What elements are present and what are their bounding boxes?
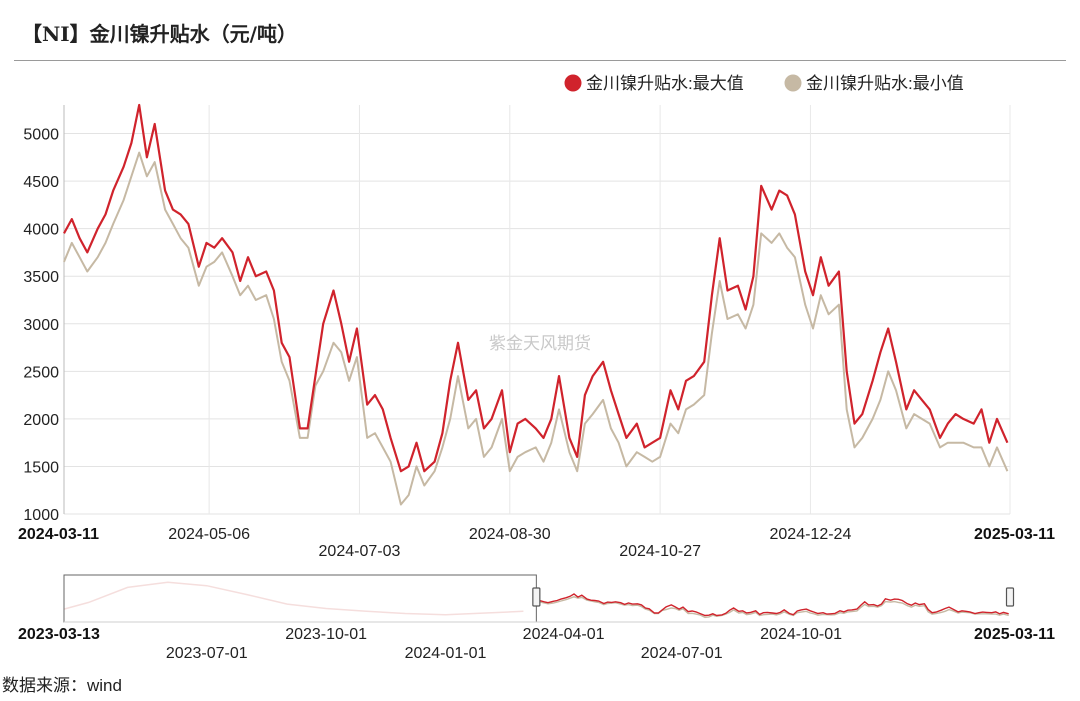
series-line-min xyxy=(63,151,1009,506)
navigator-series-max xyxy=(536,593,1009,617)
x-tick-label: 2025-03-11 xyxy=(974,526,1055,543)
legend-item-max[interactable]: 金川镍升贴水:最大值 xyxy=(564,74,744,93)
navigator-tick-label: 2023-10-01 xyxy=(285,626,367,643)
y-tick-label: 1000 xyxy=(23,507,59,524)
x-axis: 2024-03-11 2024-05-06 2024-07-03 2024-08-30… xyxy=(18,526,1055,560)
navigator-tick-label: 2023-03-13 xyxy=(18,626,100,643)
x-tick-label: 2024-08-30 xyxy=(469,526,551,543)
series-lines xyxy=(63,103,1009,506)
y-tick-label: 1500 xyxy=(23,459,59,476)
legend-marker-max xyxy=(564,74,582,92)
title-divider xyxy=(14,60,1066,61)
x-tick-label: 2024-12-24 xyxy=(770,526,852,543)
navigator-series-min xyxy=(536,596,1009,619)
y-tick-label: 4000 xyxy=(23,222,59,239)
navigator-handle-right[interactable] xyxy=(1005,587,1015,607)
y-tick-label: 4500 xyxy=(23,174,59,191)
navigator-handle-left[interactable] xyxy=(532,587,541,607)
y-tick-label: 3000 xyxy=(23,317,59,334)
y-tick-label: 3500 xyxy=(23,269,59,286)
data-source: 数据来源：wind xyxy=(2,676,122,695)
grid-lines xyxy=(63,105,1011,515)
navigator-tick-label: 2023-07-01 xyxy=(166,645,248,662)
legend-marker-min xyxy=(784,74,802,92)
y-axis: 1000 1500 2000 2500 3000 3500 4000 4500 5000 xyxy=(23,127,59,524)
legend-item-min[interactable]: 金川镍升贴水:最小值 xyxy=(784,74,964,93)
navigator-tick-label: 2025-03-11 xyxy=(974,626,1055,643)
x-tick-label: 2024-03-11 xyxy=(18,526,99,543)
x-tick-label: 2024-10-27 xyxy=(619,543,701,560)
navigator-tick-label: 2024-07-01 xyxy=(641,645,723,662)
y-tick-label: 2000 xyxy=(23,412,59,429)
legend-label-max: 金川镍升贴水:最大值 xyxy=(586,74,744,93)
range-navigator[interactable]: 2023-03-13 2023-07-01 2023-10-01 2024-01-01… xyxy=(18,574,1055,662)
watermark: 紫金天风期货 xyxy=(489,334,591,353)
navigator-tick-label: 2024-10-01 xyxy=(760,626,842,643)
y-tick-label: 2500 xyxy=(23,364,59,381)
x-tick-label: 2024-07-03 xyxy=(319,543,401,560)
navigator-tick-label: 2024-04-01 xyxy=(523,626,605,643)
legend[interactable]: 金川镍升贴水:最大值 金川镍升贴水:最小值 xyxy=(564,74,964,93)
chart-svg: 金川镍升贴水:最大值 金川镍升贴水:最小值 1000 1500 2000 2500 300… xyxy=(18,74,1055,662)
navigator-tick-label: 2024-01-01 xyxy=(405,645,487,662)
legend-label-min: 金川镍升贴水:最小值 xyxy=(806,74,964,93)
y-tick-label: 5000 xyxy=(23,127,59,144)
x-tick-label: 2024-05-06 xyxy=(168,526,250,543)
series-line-max xyxy=(63,103,1009,473)
chart-title: 【NI】金川镍升贴水（元/吨） xyxy=(22,22,297,46)
navigator-window xyxy=(63,574,537,623)
